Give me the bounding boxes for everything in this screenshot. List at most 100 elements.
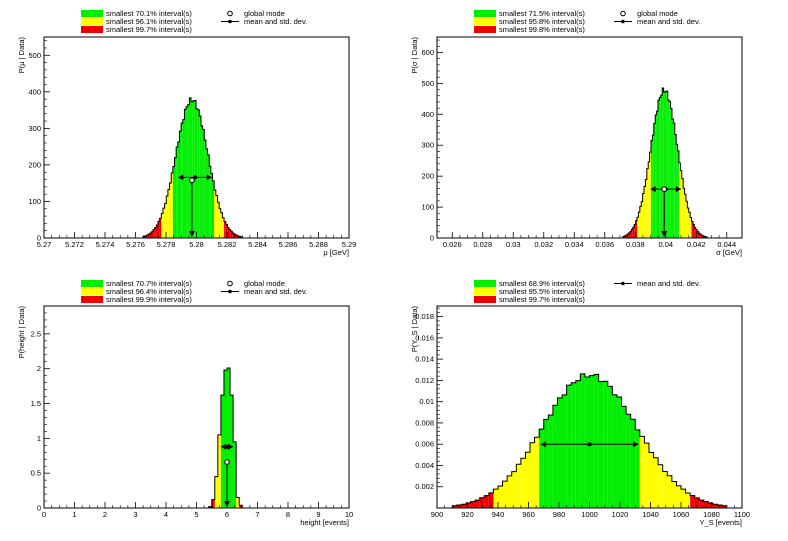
histogram-bin bbox=[162, 208, 165, 238]
y-tick-label: 2 bbox=[37, 364, 41, 373]
histogram-outline bbox=[142, 97, 243, 238]
histogram-bin bbox=[207, 154, 210, 238]
legend-label: global mode bbox=[637, 9, 678, 18]
histogram-bin bbox=[644, 186, 646, 238]
x-tick-label: 4 bbox=[164, 510, 168, 519]
legend-swatch-yellow bbox=[81, 18, 103, 25]
legend-label: smallest 99.9% interval(s) bbox=[106, 295, 192, 304]
y-axis-label: P(height | Data) bbox=[17, 305, 26, 358]
histogram-bin bbox=[627, 234, 629, 238]
y-tick-label: 100 bbox=[28, 197, 41, 206]
histogram-bin bbox=[653, 123, 656, 238]
histogram-bin bbox=[684, 194, 686, 238]
y-tick-label: 400 bbox=[421, 110, 434, 119]
chart-panel-2: 0.026 0.028 0.03 0.032 0.034 0.036 0.038 0.04 0.… bbox=[410, 9, 743, 257]
histogram-outline bbox=[451, 373, 728, 508]
y-tick-label: 100 bbox=[421, 203, 434, 212]
histogram-bin bbox=[171, 172, 173, 238]
histogram-bin bbox=[649, 152, 652, 238]
histogram-bin bbox=[143, 236, 145, 238]
x-tick-label: 900 bbox=[431, 510, 444, 519]
histogram-bin bbox=[227, 367, 231, 508]
histogram-bin bbox=[637, 217, 639, 238]
histogram-bin bbox=[144, 235, 147, 238]
y-tick-label: 0.004 bbox=[415, 461, 434, 470]
stddev-arrow-left bbox=[540, 441, 546, 448]
histogram-bin bbox=[634, 224, 636, 238]
histogram-bin bbox=[189, 97, 192, 239]
histogram-bin bbox=[516, 464, 521, 508]
x-tick-label: 0.03 bbox=[506, 240, 521, 249]
x-tick-label: 10 bbox=[345, 510, 353, 519]
histogram-outline bbox=[622, 87, 708, 238]
histogram-bin bbox=[502, 481, 508, 508]
histogram-bin bbox=[235, 235, 238, 238]
histogram-bin bbox=[717, 504, 723, 508]
histogram-bin bbox=[479, 497, 485, 508]
histogram-bin bbox=[210, 173, 213, 238]
histogram-bin bbox=[200, 125, 203, 238]
histogram-bin bbox=[699, 234, 702, 238]
stddev-arrow-right bbox=[228, 443, 234, 450]
legend-mode-marker bbox=[227, 10, 233, 17]
histogram-bin bbox=[662, 471, 668, 508]
histogram-bin bbox=[214, 190, 216, 238]
histogram-bin bbox=[566, 385, 572, 508]
legend-mode-marker bbox=[227, 280, 233, 287]
stddev-arrow-left bbox=[650, 186, 656, 193]
legend-mean-marker bbox=[621, 281, 625, 286]
legend-swatch-green bbox=[81, 280, 103, 287]
legend-label: mean and std. dev. bbox=[637, 279, 700, 288]
y-tick-label: 300 bbox=[28, 124, 41, 133]
histogram-bin bbox=[644, 443, 649, 508]
legend-swatch-green bbox=[474, 280, 496, 287]
histogram-bin bbox=[694, 227, 696, 238]
histogram-bin bbox=[685, 201, 688, 238]
histogram-bin bbox=[671, 119, 674, 238]
histogram-bin bbox=[669, 101, 671, 239]
histogram-bin bbox=[607, 386, 613, 508]
histogram-bin bbox=[688, 212, 691, 238]
histogram-bin bbox=[181, 123, 183, 238]
legend-mean-marker bbox=[228, 289, 232, 294]
x-tick-label: 5.282 bbox=[218, 240, 237, 249]
y-tick-label: 0.002 bbox=[415, 482, 434, 491]
histogram-bin bbox=[205, 148, 208, 238]
histogram-bin bbox=[652, 135, 654, 238]
histogram-bin bbox=[148, 234, 150, 238]
histogram-bin bbox=[681, 489, 686, 508]
histogram-bin bbox=[237, 235, 239, 238]
histogram-bin bbox=[167, 189, 170, 238]
histogram-bin bbox=[452, 505, 457, 508]
histogram-bin bbox=[676, 485, 681, 508]
legend-swatch-red bbox=[81, 26, 103, 33]
y-tick-label: 0.018 bbox=[415, 312, 434, 321]
histogram-bin bbox=[520, 458, 526, 508]
histogram-bin bbox=[184, 109, 187, 238]
histogram-bin bbox=[631, 229, 633, 238]
histogram-bin bbox=[186, 106, 188, 238]
y-axis-label: P(Y_S | Data) bbox=[410, 306, 419, 353]
y-axis-label: P(σ | Data) bbox=[410, 37, 419, 74]
histogram-bin bbox=[658, 464, 663, 508]
histogram-bin bbox=[164, 203, 167, 238]
legend-swatch-green bbox=[81, 10, 103, 17]
x-tick-label: 5.278 bbox=[157, 240, 176, 249]
histogram-bin bbox=[217, 202, 220, 238]
legend-label: global mode bbox=[244, 9, 285, 18]
chart-panel-1: 5.27 5.272 5.274 5.276 5.278 5.28 5.282 5.284 5.… bbox=[17, 9, 356, 257]
histogram-bin bbox=[197, 109, 200, 238]
y-tick-label: 200 bbox=[421, 172, 434, 181]
histogram-bin bbox=[598, 381, 604, 508]
histogram-bin bbox=[195, 108, 198, 238]
histogram-bin bbox=[657, 100, 660, 238]
x-tick-label: 7 bbox=[255, 510, 259, 519]
x-tick-label: 5.274 bbox=[96, 240, 115, 249]
histogram-bin bbox=[667, 475, 672, 508]
histogram-bin bbox=[223, 370, 227, 508]
y-tick-label: 1 bbox=[37, 434, 41, 443]
histogram-bin bbox=[646, 168, 649, 238]
y-tick-label: 0.008 bbox=[415, 418, 434, 427]
histogram-bin bbox=[151, 231, 154, 238]
x-tick-label: 940 bbox=[492, 510, 505, 519]
